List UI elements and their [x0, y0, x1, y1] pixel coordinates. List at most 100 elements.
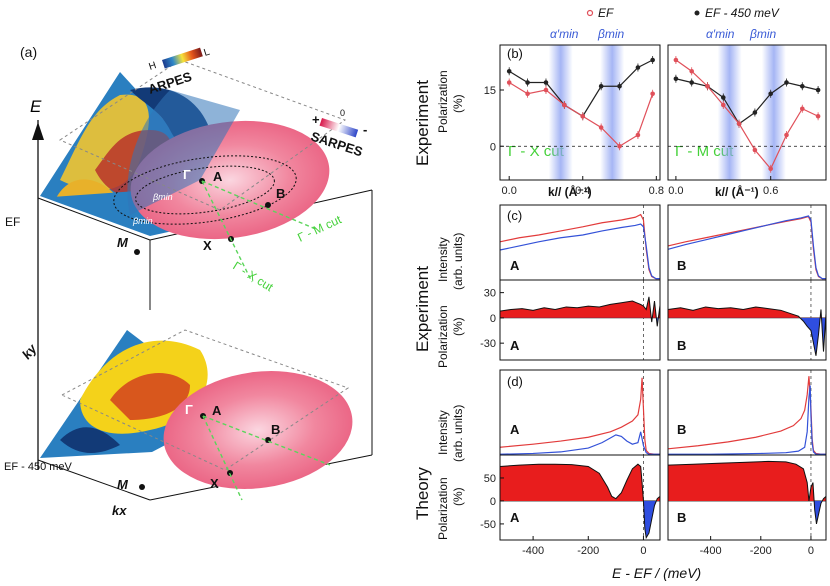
legend-ef450-label: EF - 450 meV — [705, 6, 780, 20]
chart-b-right-series-1-point-7 — [784, 132, 789, 138]
chart-c-right-int-series-1 — [667, 215, 826, 280]
chart-b-left-series-1-point-1 — [525, 91, 530, 97]
chart-b-left-series-1-point-5 — [598, 125, 604, 130]
chart-c-left-int — [499, 204, 661, 281]
chart-b-left-xtick-label-0: 0.0 — [502, 185, 517, 197]
chart-d-left-pol-outline — [499, 463, 661, 540]
chart-c-left-pol: 30 0 -30 — [480, 279, 661, 361]
top-gamma-x-cut-line — [201, 180, 253, 283]
d-left-a-pol: A — [510, 510, 520, 525]
d-right-b-pol: B — [677, 510, 686, 525]
bottom-sarpes-disc — [163, 371, 353, 489]
bottom-point-a-label: A — [212, 403, 222, 418]
b-percent-title: (%) — [451, 94, 465, 113]
c-left-a-int: A — [510, 258, 520, 273]
chart-c-right-pol-area-negative — [668, 317, 826, 356]
d-percent-title: (%) — [451, 487, 465, 506]
chart-c-left-pol-ytick-label-1: 0 — [490, 313, 496, 325]
energy-tick-label-d-right-pol-0: -400 — [700, 545, 722, 557]
chart-d-right-pol-outline — [667, 460, 827, 525]
bottom-arpes-red-band — [110, 373, 190, 420]
chart-d-left-pol-frame — [499, 454, 661, 541]
b-polarization-title: Polarization — [436, 70, 450, 133]
chart-b-right-series-1-point-3 — [721, 102, 726, 108]
chart-c-right-int-series-0 — [667, 215, 826, 280]
chart-d-right-pol — [667, 454, 827, 541]
chart-c-right-pol-outline — [667, 306, 827, 356]
chart-b-left-series-1-point-6 — [617, 143, 622, 149]
d-left-a-int: A — [510, 422, 520, 437]
chart-b-left-series-0-point-6 — [617, 83, 622, 89]
chart-c-left-pol-ytick-label-0: 30 — [484, 288, 496, 300]
chart-c-left-pol-area — [500, 296, 660, 327]
chart-b-right-series-1-point-6 — [768, 166, 773, 172]
ef450-label: EF - 450 meV — [4, 461, 73, 473]
chart-b-right-series-1-point-4 — [736, 121, 742, 127]
sarpes-minus: - — [363, 122, 367, 137]
bottom-point-m-dot — [139, 484, 145, 490]
energy-tick-label-d-right-pol-2: 0 — [808, 545, 814, 557]
chart-d-right-int-series-1 — [668, 385, 826, 455]
chart-b-right-series-1-point-2 — [705, 83, 710, 89]
top-point-a-label: A — [213, 169, 223, 184]
chart-b-left-ytick-label-1: 15 — [484, 85, 496, 97]
b-kpar-left: k// (Å⁻¹) — [548, 184, 592, 199]
energy-tick-label-d-left-pol-0: -400 — [522, 545, 544, 557]
b-beta-label: βmin — [597, 27, 625, 41]
chart-b-right-series-0-point-7 — [784, 80, 789, 85]
chart-b-left-series-0-point-5 — [598, 83, 604, 89]
chart-b-right-series-0-point-8 — [800, 83, 805, 89]
top-point-x-label: X — [203, 238, 212, 253]
chart-b-right-series-0 — [675, 78, 819, 125]
chart-b-left-xtick-label-1: 0.4 — [575, 185, 590, 197]
b-alpha-label-right: α′min — [706, 27, 735, 41]
chart-b-left-series-0-point-7 — [635, 65, 641, 70]
top-map — [40, 59, 347, 240]
chart-b-left-band-0 — [548, 45, 573, 180]
chart-b-right-series-0-point-6 — [768, 91, 773, 97]
c-arb-title: (arb. units) — [451, 233, 465, 290]
chart-b-right-series-1-point-0 — [673, 57, 679, 63]
top-gamma-x-cut-label: Γ - X cut — [230, 259, 276, 295]
panel-c-label: (c) — [507, 208, 522, 223]
chart-c-right-pol-frame — [667, 279, 827, 361]
bottom-point-x-label: X — [210, 476, 219, 491]
top-point-m-label: M — [117, 235, 129, 250]
chart-d-left-pol-ytick-label-0: 50 — [484, 473, 496, 485]
c-right-b-pol: B — [677, 338, 686, 353]
chart-b-right-series-0-point-0 — [673, 76, 679, 82]
panel-b-label: (b) — [507, 46, 523, 61]
energy-axis-arrow-icon — [32, 122, 44, 140]
chart-b-right-band-1 — [761, 45, 786, 180]
c-left-a-pol: A — [510, 338, 520, 353]
chart-b-right-frame — [667, 44, 827, 181]
energy-axis-title: E - EF / (meV) — [612, 565, 701, 581]
chart-b-left-series-0-point-0 — [506, 68, 512, 74]
energy-tick-label-d-right-pol-1: -200 — [750, 545, 772, 557]
panel-d-label: (d) — [507, 374, 523, 389]
legend-ef-label: EF — [598, 6, 614, 20]
bottom-point-m-label: M — [117, 477, 129, 492]
c-right-b-int: B — [677, 258, 686, 273]
bottom-gamma-label: Γ — [185, 402, 193, 417]
c-polarization-title: Polarization — [436, 305, 450, 368]
d-intensity-title: Intensity — [436, 410, 450, 455]
chart-c-right-int — [667, 204, 827, 281]
top-gamma-m-cut-label: Γ - M cut — [295, 212, 344, 245]
top-arpes-overlay — [127, 90, 240, 215]
top-point-b-dot — [265, 202, 271, 208]
bottom-point-b-label: B — [271, 422, 280, 437]
chart-b-right-series-1-point-9 — [815, 113, 821, 119]
chart-b-right-series-1 — [675, 59, 819, 170]
chart-c-left-pol-frame — [499, 279, 661, 361]
ef-label: EF — [5, 215, 20, 229]
chart-d-right-int-series-0 — [667, 376, 826, 455]
charts: 0 15 0.0 0.4 0.8 0.0 0.6 30 0 -30 50 0 -50 -400 -200 0 -… — [480, 44, 827, 557]
panel-a: (a) E — [4, 44, 373, 518]
d-arb-title: (arb. units) — [451, 405, 465, 462]
chart-b-left-series-1-point-7 — [635, 132, 641, 138]
arpes-colorbar — [162, 47, 203, 69]
chart-d-left-pol: 50 0 -50 — [480, 454, 661, 541]
chart-c-right-pol — [667, 279, 827, 361]
